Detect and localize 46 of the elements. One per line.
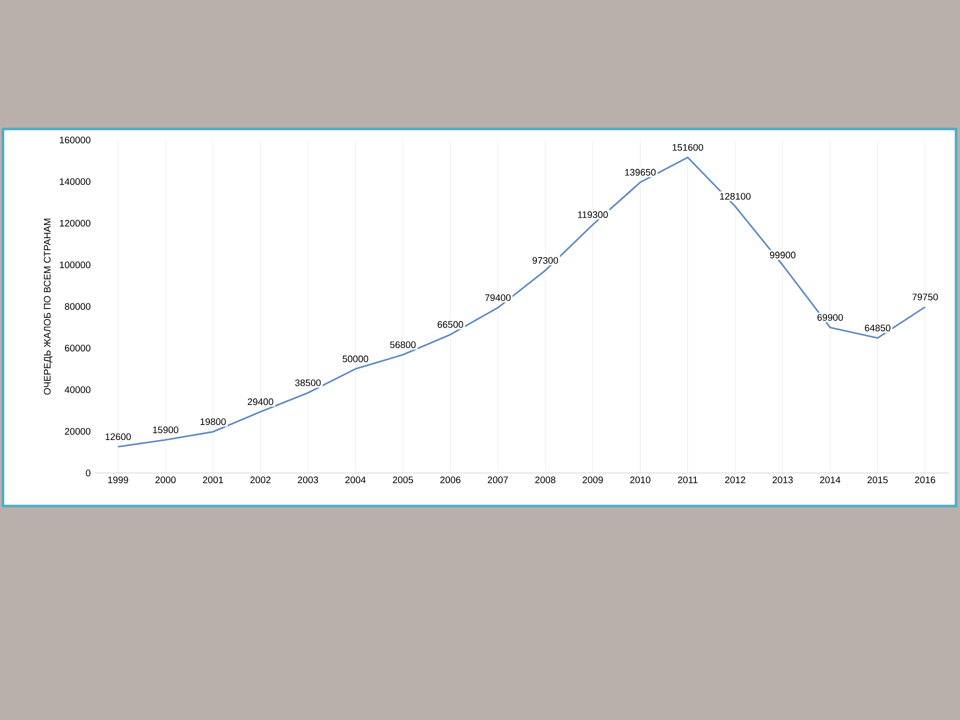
data-label: 128100 [720, 192, 751, 200]
y-axis-title: ОЧЕРЕДЬ ЖАЛОБ ПО ВСЕМ СТРАНАМ [44, 218, 52, 395]
data-label: 64850 [864, 324, 890, 332]
x-tick-label: 2011 [678, 476, 698, 484]
x-tick-label: 2015 [868, 476, 888, 484]
data-label: 151600 [672, 144, 704, 151]
y-tick-label: 20000 [64, 428, 90, 435]
data-label: 29400 [248, 398, 274, 406]
x-tick-label: 2001 [202, 476, 224, 484]
y-tick-label: 140000 [60, 178, 90, 185]
x-tick-label: 2012 [725, 476, 746, 484]
x-tick-label: 2013 [772, 476, 793, 484]
x-tick-label: 2009 [582, 476, 603, 484]
x-tick-label: 2004 [345, 476, 366, 484]
data-label: 56800 [390, 341, 416, 348]
data-label: 50000 [342, 356, 368, 362]
data-label: 119300 [578, 211, 608, 218]
data-label: 19800 [200, 418, 226, 426]
data-label: 99900 [770, 252, 796, 258]
x-tick-label: 1999 [108, 476, 128, 484]
x-tick-label: 2003 [298, 476, 318, 484]
y-tick-label: 40000 [64, 386, 90, 394]
data-label: 69900 [817, 314, 843, 321]
x-tick-label: 2006 [440, 476, 460, 484]
y-tick-label: 120000 [60, 220, 90, 227]
data-label: 66500 [438, 321, 464, 328]
y-tick-label: 80000 [64, 303, 90, 310]
data-label: 97300 [532, 257, 558, 264]
x-tick-label: 2002 [250, 476, 271, 484]
x-tick-label: 2000 [155, 476, 176, 484]
data-label: 15900 [153, 426, 178, 434]
data-label: 79400 [485, 294, 511, 302]
x-tick-label: 2008 [535, 476, 556, 484]
x-tick-label: 2010 [630, 476, 650, 484]
y-tick-label: 160000 [60, 136, 90, 144]
y-tick-label: 60000 [64, 344, 90, 352]
data-label: 12600 [106, 433, 131, 440]
data-label: 38500 [295, 379, 321, 386]
x-tick-label: 2007 [488, 476, 508, 484]
y-tick-label: 100000 [60, 262, 90, 268]
x-tick-label: 2014 [820, 476, 840, 484]
data-label: 79750 [912, 294, 938, 300]
x-tick-label: 2016 [915, 476, 936, 484]
data-label: 139650 [625, 168, 656, 176]
x-tick-label: 2005 [392, 476, 414, 484]
y-tick-label: 0 [86, 470, 90, 476]
